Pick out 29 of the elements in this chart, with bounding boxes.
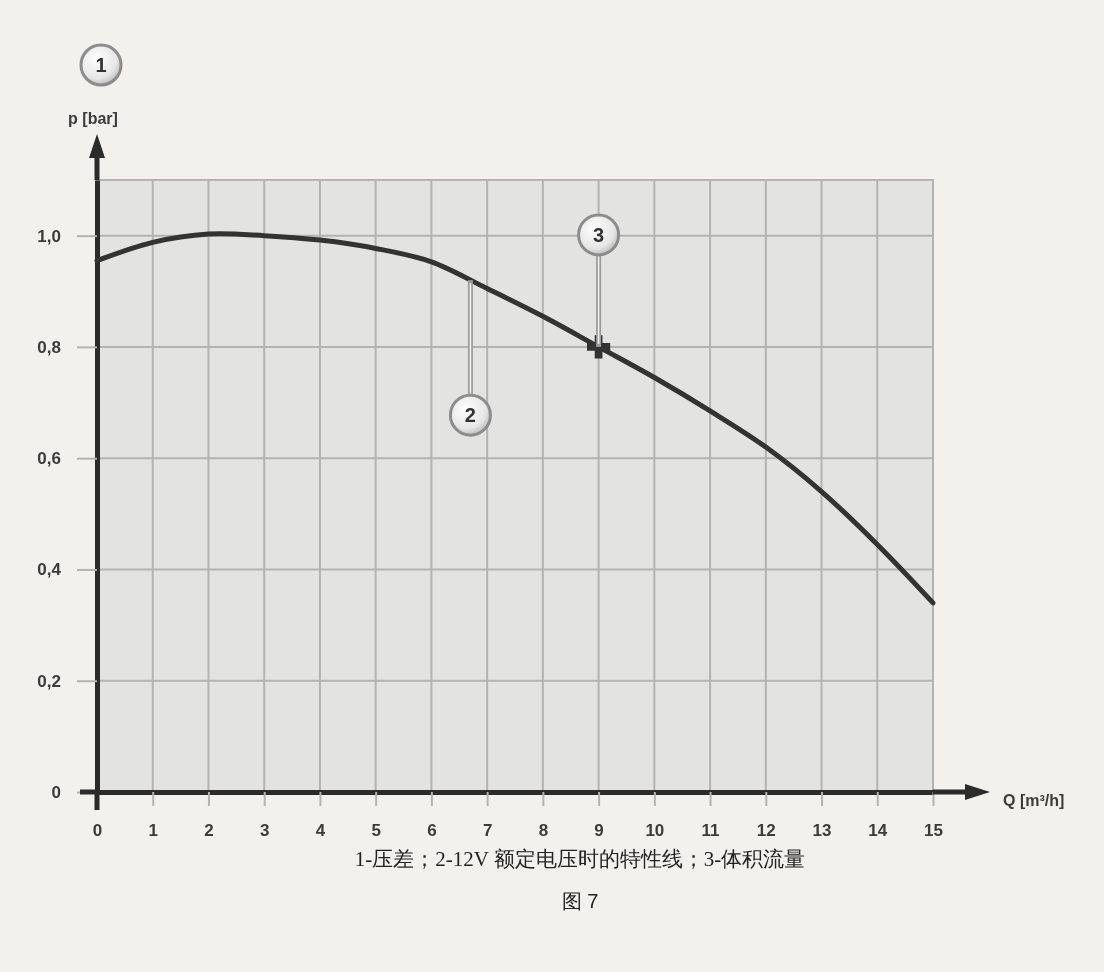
x-tick-label: 0: [92, 821, 103, 841]
x-tick-label: 1: [148, 821, 158, 841]
x-tick-label: 14: [868, 821, 888, 841]
x-tick-label: 2: [204, 821, 214, 841]
x-tick-label: 4: [315, 821, 326, 841]
x-tick-label: 15: [924, 821, 943, 841]
x-axis-title: Q [m³/h]: [1003, 792, 1065, 809]
x-tick-label: 5: [371, 821, 381, 841]
x-tick-label: 8: [538, 821, 549, 841]
y-tick-label: 0,2: [37, 671, 61, 691]
y-tick-label: 0,6: [37, 449, 61, 469]
x-tick-label: 12: [756, 821, 776, 841]
y-tick-label: 1,0: [37, 226, 61, 246]
annotation: 2: [464, 404, 476, 427]
text: 1-压差；2-12V 额定电压时的特性线；3-体积流量: [354, 847, 806, 871]
y-tick-label: 0: [51, 782, 61, 802]
x-tick-label: 10: [645, 821, 665, 841]
x-tick-label: 3: [259, 821, 270, 841]
x-tick-label: 9: [594, 821, 604, 841]
x-tick-label: 7: [482, 821, 493, 841]
x-tick-label: 11: [701, 821, 720, 841]
text: 1: [95, 54, 107, 76]
x-tick-label: 13: [812, 821, 832, 841]
x-tick-label: 6: [427, 821, 437, 841]
y-tick-label: 0,4: [37, 560, 62, 580]
annotation: 3: [593, 223, 605, 246]
y-axis-title: p [bar]: [68, 110, 118, 127]
y-tick-label: 0,8: [37, 337, 61, 357]
caption: 图 7: [561, 890, 599, 912]
